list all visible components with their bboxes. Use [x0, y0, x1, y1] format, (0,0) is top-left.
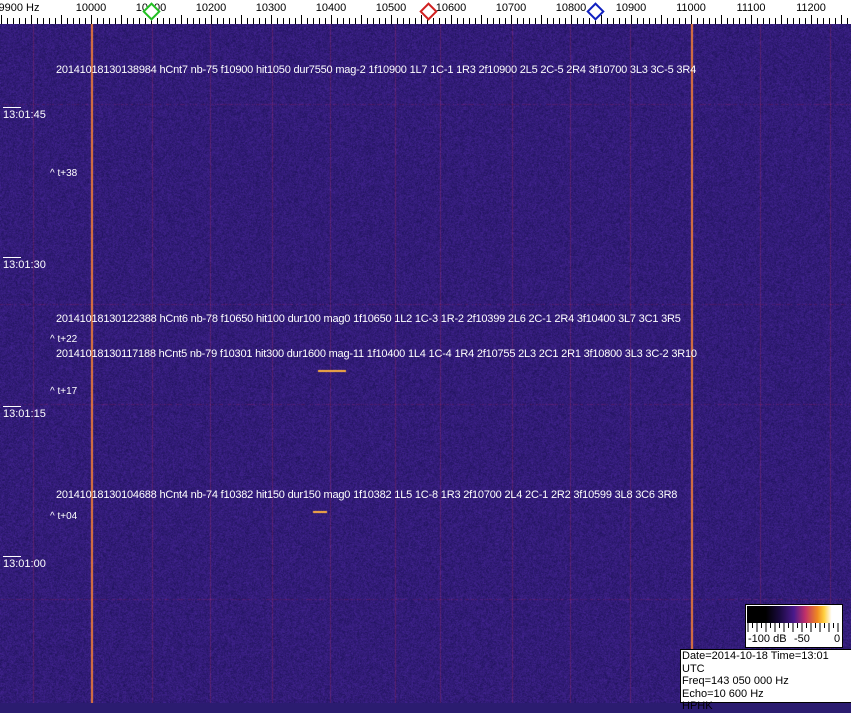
scale-ticks [747, 623, 839, 632]
time-label: 13:01:15 [3, 406, 46, 420]
color-scale-legend: -100 dB -50 0 [745, 604, 843, 648]
scale-max-label: 0 [834, 633, 841, 645]
axis-tick-label: 10900 [615, 2, 647, 14]
axis-tick-label: 11100 [736, 2, 766, 14]
axis-tick-label: 10600 [435, 2, 467, 14]
time-offset-note: ^ t+04 [50, 511, 78, 522]
detection-line: 20141018130104688 hCnt4 nb-74 f10382 hit… [56, 489, 678, 501]
frequency-axis: 9900 Hz100001010010200103001040010500106… [0, 0, 851, 24]
axis-tick-label: 10300 [255, 2, 287, 14]
time-offset-note: ^ t+17 [50, 386, 78, 397]
axis-tick-label: 11000 [676, 2, 706, 14]
scale-min-label: -100 dB [748, 633, 787, 645]
time-label: 13:01:45 [3, 107, 46, 121]
detection-line: 20141018130138984 hCnt7 nb-75 f10900 hit… [56, 64, 696, 76]
frequency: Freq=143 050 000 Hz [682, 675, 789, 687]
info-box: Date=2014-10-18 Time=13:01 UTC Freq=143 … [680, 649, 851, 712]
axis-tick-label: 10800 [555, 2, 587, 14]
axis-ticks [1, 15, 848, 24]
axis-tick-label: 10400 [315, 2, 347, 14]
axis-tick-label: 11200 [796, 2, 826, 14]
date-time: Date=2014-10-18 Time=13:01 UTC [682, 650, 829, 675]
axis-tick-label: 10500 [375, 2, 407, 14]
scale-mid-label: -50 [794, 633, 810, 645]
detection-line: 20141018130122388 hCnt6 nb-78 f10650 hit… [56, 313, 681, 325]
echo-frequency: Echo=10 600 Hz [682, 687, 764, 700]
waterfall-spectrogram [0, 24, 851, 703]
time-label: 13:01:00 [3, 556, 46, 570]
time-offset-note: ^ t+22 [50, 334, 78, 345]
axis-tick-label: 9900 Hz [0, 2, 40, 14]
detection-line: 20141018130117188 hCnt5 nb-79 f10301 hit… [56, 348, 697, 360]
station-name: HPHK [682, 700, 713, 712]
time-label: 13:01:30 [3, 257, 46, 271]
axis-tick-label: 10000 [75, 2, 107, 14]
axis-tick-label: 10200 [195, 2, 227, 14]
color-gradient [747, 606, 841, 623]
time-offset-note: ^ t+38 [50, 168, 78, 179]
axis-tick-label: 10700 [495, 2, 527, 14]
